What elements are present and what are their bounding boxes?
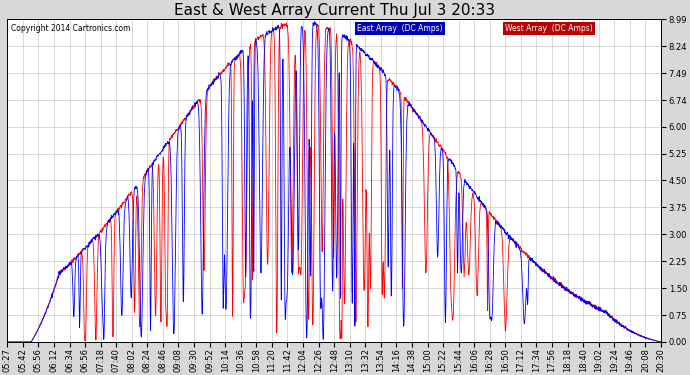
Text: East Array  (DC Amps): East Array (DC Amps) xyxy=(357,24,442,33)
Text: Copyright 2014 Cartronics.com: Copyright 2014 Cartronics.com xyxy=(10,24,130,33)
Title: East & West Array Current Thu Jul 3 20:33: East & West Array Current Thu Jul 3 20:3… xyxy=(174,3,495,18)
Text: West Array  (DC Amps): West Array (DC Amps) xyxy=(505,24,593,33)
